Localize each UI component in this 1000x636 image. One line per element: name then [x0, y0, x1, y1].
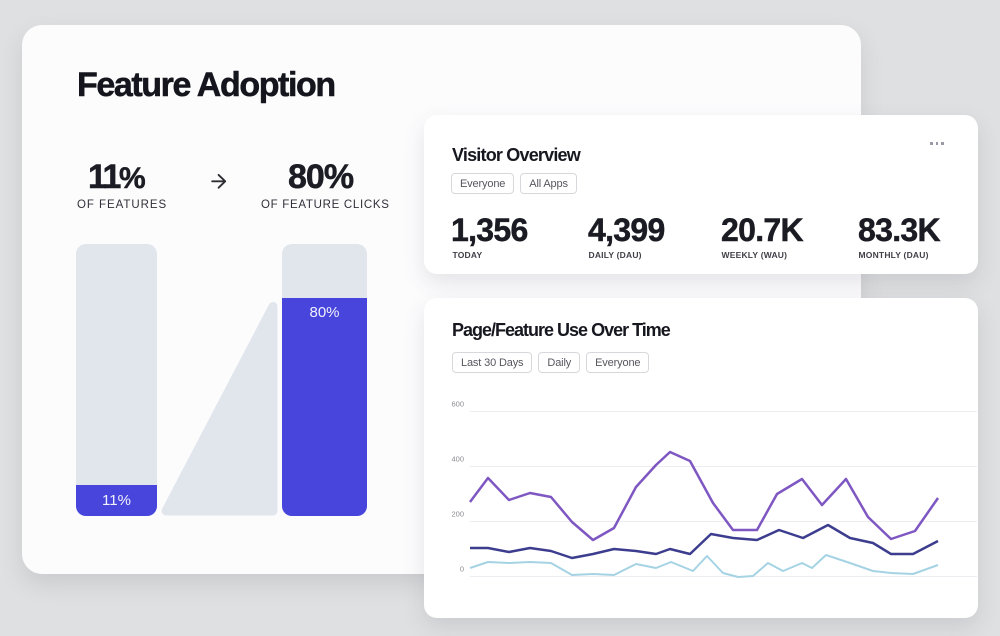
svg-text:0: 0 [460, 565, 464, 574]
svg-text:400: 400 [451, 455, 464, 464]
svg-text:200: 200 [451, 510, 464, 519]
svg-text:600: 600 [451, 400, 464, 409]
